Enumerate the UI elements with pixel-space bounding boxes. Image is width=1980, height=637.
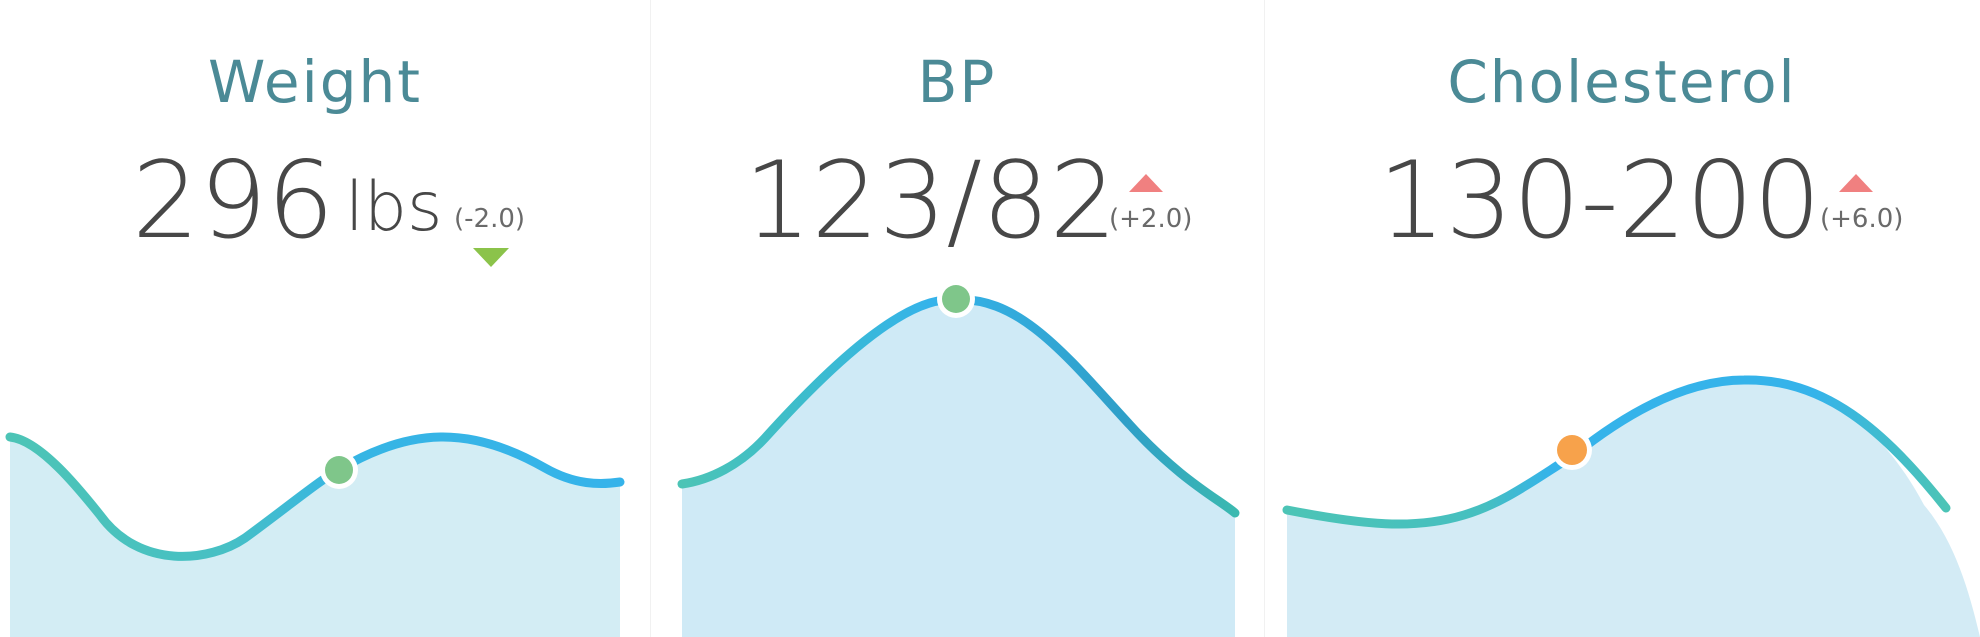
divider (650, 0, 651, 637)
bp-sparkline (677, 280, 1240, 637)
weight-area-fill (10, 436, 620, 637)
trend-down-icon (473, 248, 509, 267)
bp-area-fill (682, 299, 1235, 637)
weight-sparkline (5, 432, 625, 637)
weight-unit: lbs (345, 168, 443, 247)
cholesterol-value: 130-200 (1378, 139, 1821, 262)
weight-title: Weight (207, 48, 423, 116)
cholesterol-area-fill (1287, 379, 1980, 637)
bp-value: 123/82 (744, 139, 1117, 262)
cholesterol-title: Cholesterol (1447, 48, 1797, 116)
weight-delta: (-2.0) (454, 204, 526, 234)
bp-card[interactable]: BP 123/82 (+2.0) (650, 0, 1264, 637)
weight-trend-line (5, 432, 625, 561)
cholesterol-card[interactable]: Cholesterol 130-200 (+6.0) (1264, 0, 1980, 637)
cholesterol-sparkline (1282, 375, 1980, 637)
weight-card[interactable]: Weight 296 lbs (-2.0) (0, 0, 650, 637)
trend-up-icon (1129, 174, 1163, 192)
bp-delta: (+2.0) (1109, 204, 1193, 234)
cholesterol-delta: (+6.0) (1820, 204, 1904, 234)
trend-up-icon (1839, 174, 1873, 192)
bp-title: BP (917, 48, 997, 116)
divider (1264, 0, 1265, 637)
weight-value: 296 (132, 139, 335, 262)
